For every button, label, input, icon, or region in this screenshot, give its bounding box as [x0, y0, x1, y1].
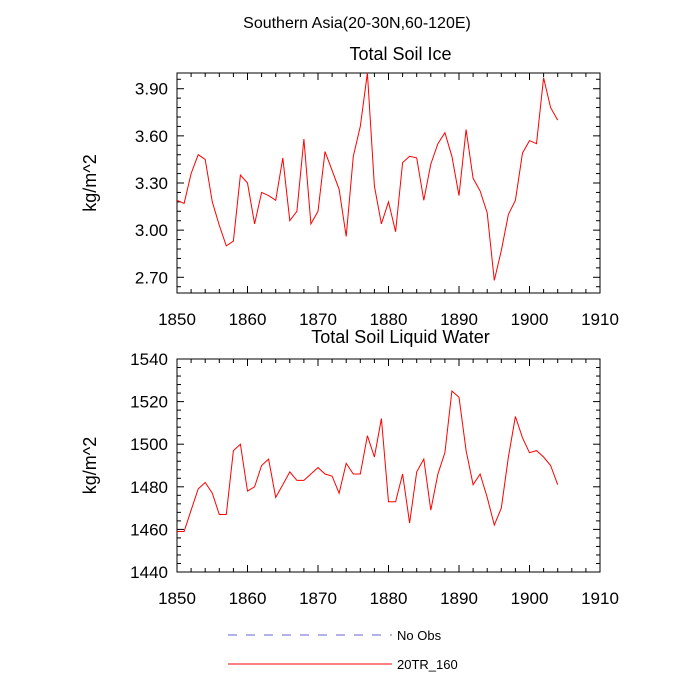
x-tick-label: 1870 — [299, 310, 337, 329]
x-tick-label: 1910 — [581, 589, 619, 608]
plot-frame — [176, 358, 601, 573]
x-tick-label: 1910 — [581, 310, 619, 329]
y-tick-label: 3.90 — [135, 80, 168, 99]
y-tick-label: 1540 — [130, 350, 168, 369]
panel-title: Total Soil Ice — [349, 44, 451, 64]
x-tick-label: 1850 — [158, 310, 196, 329]
y-tick-label: 3.60 — [135, 127, 168, 146]
series-line-20TR_160 — [176, 72, 559, 281]
panel-title: Total Soil Liquid Water — [311, 327, 489, 347]
x-tick-label: 1880 — [370, 589, 408, 608]
figure-title: Southern Asia(20-30N,60-120E) — [243, 15, 471, 32]
y-tick-label: 1500 — [130, 435, 168, 454]
x-tick-label: 1870 — [299, 589, 337, 608]
y-tick-label: 2.70 — [135, 268, 168, 287]
y-tick-label: 1480 — [130, 478, 168, 497]
x-tick-label: 1900 — [511, 310, 549, 329]
y-tick-label: 1440 — [130, 563, 168, 582]
x-tick-label: 1860 — [229, 589, 267, 608]
plot-frame — [176, 72, 601, 294]
x-tick-label: 1890 — [440, 310, 478, 329]
y-axis-label: kg/m^2 — [80, 437, 100, 494]
legend: No Obs 20TR_160 — [228, 628, 458, 672]
y-axis-label: kg/m^2 — [80, 154, 100, 211]
x-tick-label: 1860 — [229, 310, 267, 329]
x-tick-label: 1850 — [158, 589, 196, 608]
x-tick-label: 1900 — [511, 589, 549, 608]
panel-2: Total Soil Liquid Water kg/m^2 1850 1860 187… — [80, 327, 619, 608]
x-tick-label: 1890 — [440, 589, 478, 608]
y-tick-label: 3.30 — [135, 174, 168, 193]
x-tick-label: 1880 — [370, 310, 408, 329]
series-line-20TR_160 — [177, 389, 559, 532]
y-tick-label: 3.00 — [135, 221, 168, 240]
legend-label-1: No Obs — [397, 628, 442, 643]
legend-label-2: 20TR_160 — [397, 657, 458, 672]
y-tick-label: 1520 — [130, 393, 168, 412]
y-tick-label: 1460 — [130, 520, 168, 539]
panel-1: Total Soil Ice kg/m^2 1850 1860 1870 1880 1890… — [80, 44, 619, 329]
